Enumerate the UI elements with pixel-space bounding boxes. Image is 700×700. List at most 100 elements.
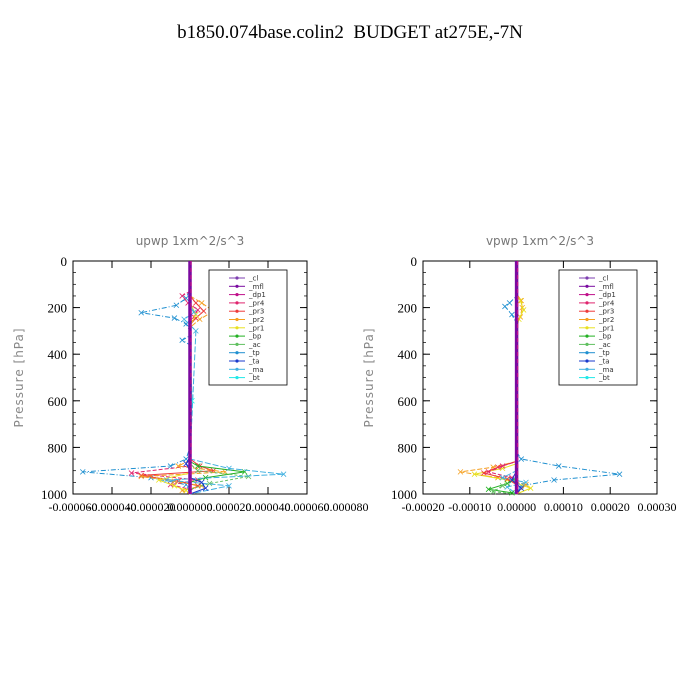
y-tick-label: 1000	[41, 487, 67, 502]
series-line-ac	[491, 261, 518, 495]
series-point-pr1	[527, 485, 534, 491]
legend-label-bp: _bp	[248, 333, 262, 341]
series-point-tp	[171, 315, 178, 321]
y-tick-label: 1000	[391, 487, 417, 502]
series-point-bp	[504, 480, 511, 487]
series-point-tp	[179, 337, 185, 344]
series-point-ac	[206, 480, 213, 487]
series-point-pr3	[138, 472, 145, 479]
upwp-panel: upwp 1xm^2/s^3 Pressure [hPa] 0 200 400 600 80…	[12, 234, 369, 514]
series-point-pr3	[481, 470, 487, 476]
legend-label-pr4: _pr4	[598, 299, 615, 307]
legend-marker-pr3	[235, 309, 239, 313]
series-line-tp	[82, 261, 191, 495]
series-line-pr1	[474, 261, 533, 495]
legend-marker-ta	[235, 359, 239, 363]
series-point-tp	[79, 469, 86, 475]
vpwp-panel: vpwp 1xm^2/s^3 Pressure [hPa] 0 200 400 600 80…	[362, 234, 677, 514]
legend-label-mfl: _mfl	[598, 283, 614, 291]
y-tick-label: 200	[48, 301, 68, 316]
legend-label-bt: _bt	[248, 374, 260, 382]
x-tick-label: -0.000060	[49, 500, 98, 514]
y-axis-label: Pressure [hPa]	[362, 327, 376, 427]
series-point-pr2	[179, 487, 185, 494]
series-point-pr1	[471, 471, 478, 477]
x-tick-label: 0.000080	[324, 500, 369, 514]
series-point-tp	[506, 300, 513, 306]
series-point-tp	[138, 309, 145, 316]
legend-marker-pr4	[585, 301, 589, 305]
legend-marker-mfl	[235, 284, 239, 288]
series-point-tp	[183, 295, 189, 302]
legend-label-dp1: _dp1	[248, 291, 266, 299]
panel-title: vpwp 1xm^2/s^3	[486, 234, 594, 248]
series-point-pr4	[499, 463, 506, 469]
legend-marker-ac	[235, 342, 239, 346]
series-line-pr4	[486, 261, 518, 494]
legend-box	[208, 269, 288, 386]
legend-marker-ma	[235, 367, 239, 371]
legend-marker-cl	[585, 276, 589, 280]
legend-marker-bt	[585, 376, 589, 380]
series-point-ma	[181, 316, 187, 323]
y-tick-label: 400	[48, 347, 68, 362]
legend-marker-cl	[235, 276, 239, 280]
legend-label-ma: _ma	[248, 366, 264, 374]
legend-marker-pr3	[585, 309, 589, 313]
x-tick-label: 0.000000	[168, 500, 213, 514]
legend-marker-tp	[235, 351, 239, 355]
legend-marker-pr1	[585, 326, 589, 330]
y-tick-label: 800	[398, 440, 418, 455]
series-point-tp	[183, 321, 189, 327]
legend-label-pr3: _pr3	[598, 308, 614, 316]
legend-label-mfl: _mfl	[248, 283, 264, 291]
legend-label-cl: _cl	[598, 275, 608, 283]
y-tick-label: 800	[48, 440, 68, 455]
series-point-pr2	[175, 463, 182, 469]
legend-marker-pr1	[235, 326, 239, 330]
legend-label-pr1: _pr1	[598, 324, 614, 332]
legend-marker-ma	[585, 367, 589, 371]
legend-label-ta: _ta	[598, 358, 610, 366]
x-tick-label: 0.00030	[638, 500, 677, 514]
series-point-pr4	[485, 469, 492, 475]
series-point-ma	[163, 477, 170, 483]
legend-label-tp: _tp	[598, 349, 610, 357]
series-line-pr3	[482, 261, 518, 494]
series-point-pr3	[193, 300, 199, 306]
y-tick-label: 600	[398, 394, 418, 409]
x-tick-label: -0.00020	[402, 500, 445, 514]
series-point-bp	[195, 463, 201, 469]
legend-marker-bp	[585, 334, 589, 338]
legend-label-bt: _bt	[598, 374, 610, 382]
y-tick-label: 600	[48, 394, 68, 409]
legend-label-tp: _tp	[248, 349, 260, 357]
series-point-ta	[198, 479, 205, 486]
series-point-ac	[490, 488, 496, 495]
legend-marker-bp	[235, 334, 239, 338]
x-tick-label: 0.000040	[246, 500, 291, 514]
series-point-ma	[226, 483, 232, 489]
series-point-tp	[509, 311, 515, 318]
series-point-tp	[551, 477, 557, 483]
series-point-ac	[195, 467, 201, 474]
x-tick-label: -0.00010	[448, 500, 491, 514]
series-point-bp	[509, 490, 515, 496]
panel-title: upwp 1xm^2/s^3	[136, 234, 245, 248]
series-point-tp	[173, 302, 180, 309]
legend-marker-bt	[235, 376, 239, 380]
series-point-bp	[485, 486, 492, 493]
x-tick-label: 0.000060	[285, 500, 330, 514]
y-tick-label: 400	[398, 347, 418, 362]
legend-label-ac: _ac	[598, 341, 611, 349]
series-point-ma	[523, 479, 529, 486]
legend-marker-tp	[585, 351, 589, 355]
series-point-pr1	[171, 483, 178, 489]
series-point-pr4	[128, 470, 135, 476]
series-line-bp	[488, 261, 518, 495]
series-point-ma	[193, 328, 199, 334]
legend-marker-dp1	[585, 293, 589, 297]
x-tick-label: -0.000020	[127, 500, 176, 514]
legend-label-dp1: _dp1	[598, 291, 616, 299]
